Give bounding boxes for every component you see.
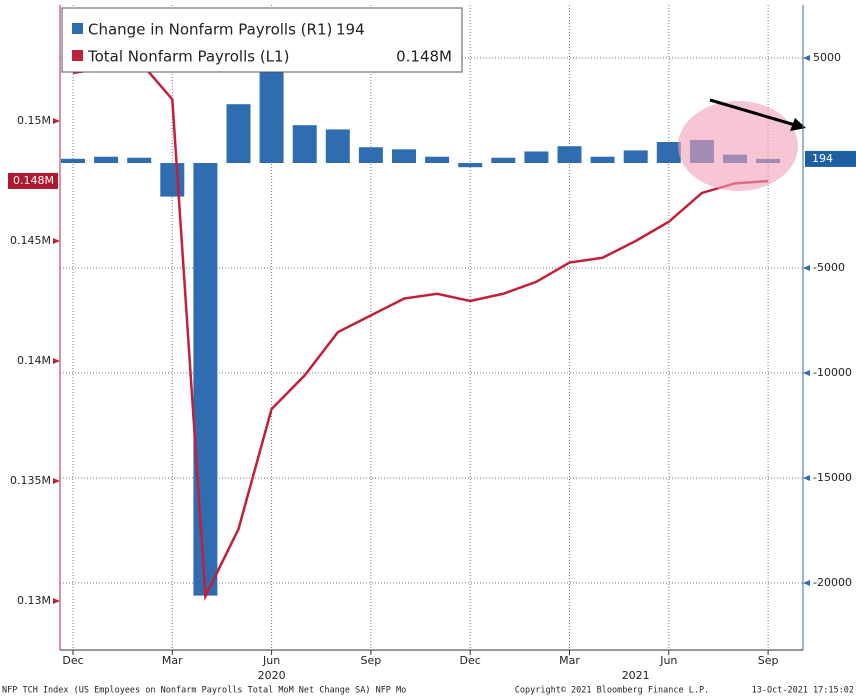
bar — [656, 142, 681, 164]
x-tick-label: Mar — [559, 654, 580, 667]
bar — [94, 156, 119, 164]
x-tick-label: Jun — [262, 654, 280, 667]
y-tick — [53, 598, 60, 605]
last-value-tag — [8, 172, 58, 189]
bar — [160, 163, 185, 197]
y-tick-label: 0.15M — [17, 114, 51, 127]
y2-tick-label: 5000 — [813, 51, 841, 64]
footer-right: 13-Oct-2021 17:15:02 — [752, 686, 854, 696]
legend-label: Total Nonfarm Payrolls (L1) — [87, 48, 289, 66]
y-tick-label: 0.13M — [17, 594, 51, 607]
bar — [61, 158, 85, 164]
legend-swatch — [72, 23, 83, 34]
bar — [458, 163, 483, 168]
bar — [127, 157, 152, 164]
y-tick-label: 0.145M — [10, 234, 51, 247]
bar — [193, 163, 218, 596]
x-tick-label: Mar — [162, 654, 183, 667]
bar — [623, 150, 648, 164]
y-tick — [53, 237, 60, 244]
y2-tick-label: -20000 — [813, 576, 852, 589]
plot-area — [60, 5, 803, 650]
legend-swatch — [72, 50, 83, 61]
grid — [60, 5, 803, 650]
footer-center: Copyright© 2021 Bloomberg Finance L.P. — [515, 686, 709, 696]
y2-tick — [803, 370, 810, 377]
year-label: 2021 — [622, 669, 650, 682]
legend — [61, 7, 463, 73]
bar — [557, 146, 582, 164]
y-tick-label: 0.135M — [10, 474, 51, 487]
bar — [392, 149, 416, 164]
annotation-arrow — [709, 98, 796, 127]
x-tick-label: Jun — [659, 654, 677, 667]
year-label: 2020 — [258, 669, 286, 682]
y-tick — [53, 478, 60, 485]
legend-label: Change in Nonfarm Payrolls (R1) — [88, 21, 332, 39]
last-value-tag — [805, 150, 856, 167]
bar — [491, 157, 516, 164]
bar — [259, 58, 284, 164]
bar — [325, 129, 350, 164]
legend-value: 194 — [336, 21, 365, 39]
axes: Dec Mar Jun Sep Dec Mar Jun Sep 2020 2021 -20000 -1… — [8, 5, 856, 682]
x-tick-label: Sep — [361, 654, 382, 667]
bar — [226, 104, 251, 164]
legend-value: 0.148M — [396, 48, 452, 66]
y2-tick-label: -15000 — [813, 471, 852, 484]
y2-tick — [803, 580, 810, 587]
line — [72, 59, 769, 601]
y2-tick-label: -5000 — [813, 261, 845, 274]
y2-tick — [803, 265, 810, 272]
bar — [358, 147, 383, 164]
arrow-head — [790, 118, 806, 131]
highlight-ellipse — [678, 101, 798, 191]
bar — [292, 125, 317, 164]
x-tick-label: Dec — [460, 654, 481, 667]
x-tick-label: Dec — [62, 654, 83, 667]
y2-tick — [803, 475, 810, 482]
bar — [425, 156, 450, 164]
last-value-label: 0.148M — [13, 174, 54, 187]
y-tick — [53, 357, 60, 364]
footer-left: NFP TCH Index (US Employees on Nonfarm P… — [2, 686, 406, 696]
y2-tick-label: -10000 — [813, 366, 852, 379]
last-value-label: 194 — [812, 152, 833, 165]
y2-tick — [803, 55, 810, 62]
bar — [524, 151, 549, 164]
x-tick-label: Sep — [758, 654, 779, 667]
y-tick — [53, 117, 60, 124]
bar — [590, 156, 615, 164]
y-tick-label: 0.14M — [17, 354, 51, 367]
